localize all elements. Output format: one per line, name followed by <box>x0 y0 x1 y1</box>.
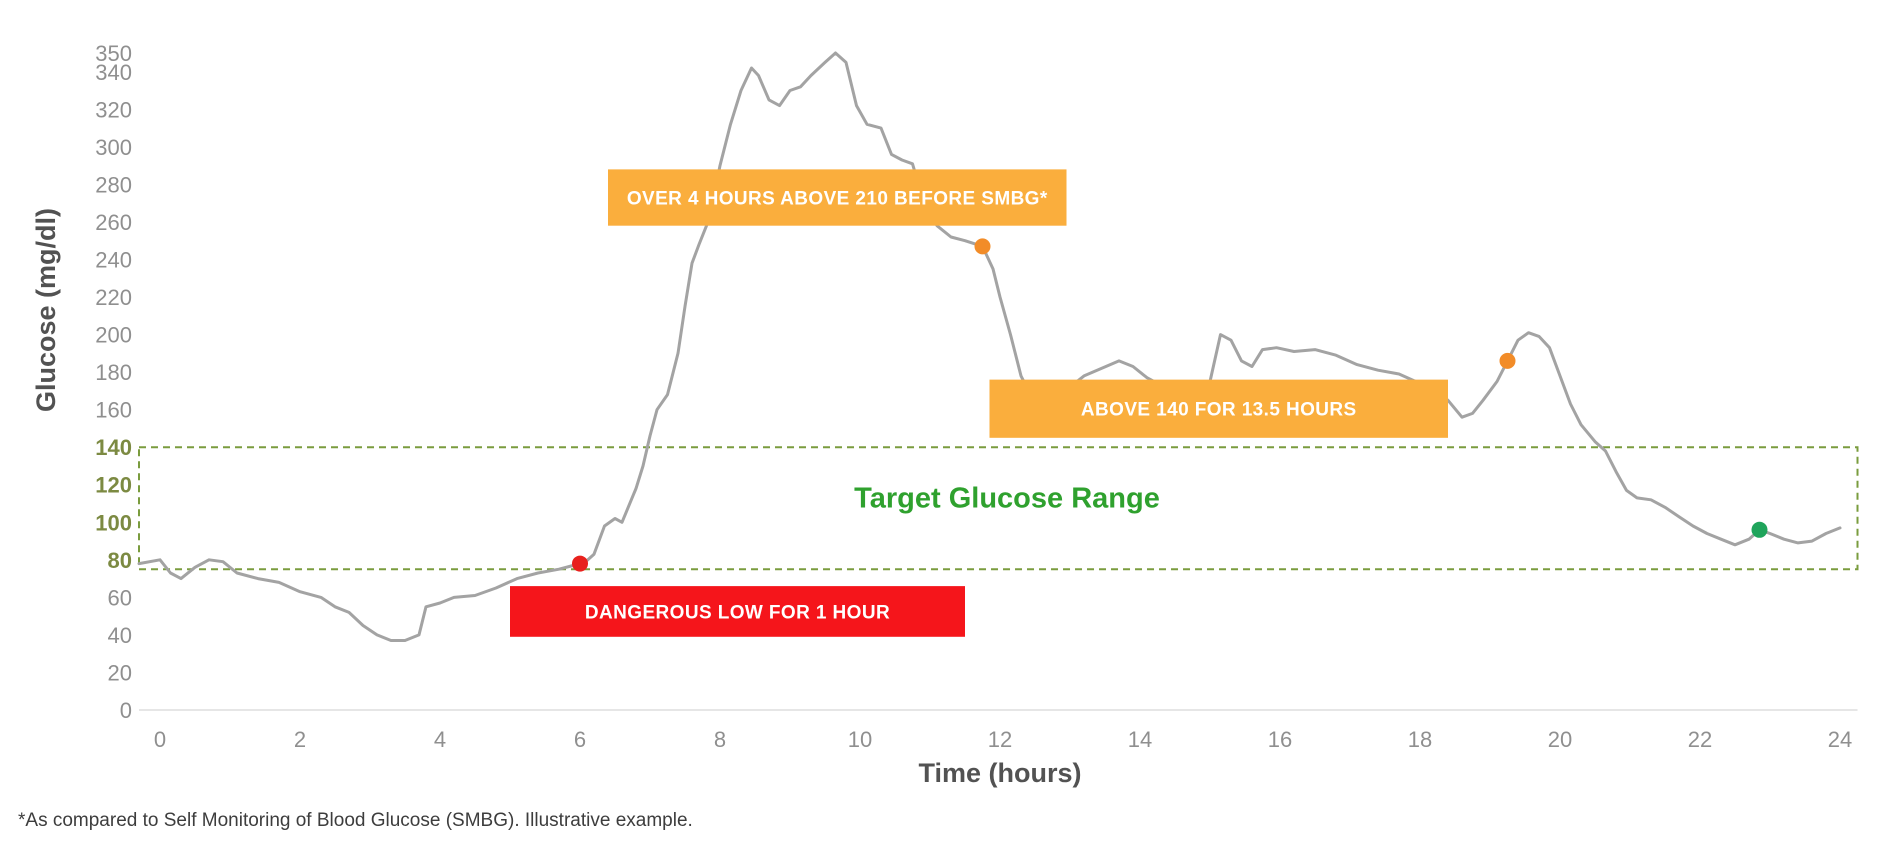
annotation-dangerous-low-label: DANGEROUS LOW FOR 1 HOUR <box>585 602 890 623</box>
y-tick-label: 300 <box>95 135 132 160</box>
x-tick-label: 0 <box>154 727 166 752</box>
y-tick-label: 60 <box>108 585 132 610</box>
footnote: *As compared to Self Monitoring of Blood… <box>18 810 693 831</box>
glucose-trace-line <box>137 51 1842 642</box>
x-tick-label: 18 <box>1408 727 1432 752</box>
y-tick-label: 100 <box>95 510 132 535</box>
y-tick-label: 40 <box>108 623 132 648</box>
x-tick-label: 8 <box>714 727 726 752</box>
y-tick-label: 140 <box>95 435 132 460</box>
y-tick-label: 220 <box>95 285 132 310</box>
y-tick-label: 180 <box>95 360 132 385</box>
x-tick-label: 20 <box>1548 727 1572 752</box>
x-tick-label: 10 <box>848 727 872 752</box>
y-tick-label: 280 <box>95 172 132 197</box>
x-tick-label: 6 <box>574 727 586 752</box>
smbg-reading-low-dot <box>572 555 588 572</box>
x-tick-label: 24 <box>1828 727 1852 752</box>
chart-plot-area: 0204060801001201401601802002202402602803… <box>95 41 1859 752</box>
smbg-reading-in-range-dot <box>1751 521 1768 538</box>
x-axis-title: Time (hours) <box>918 758 1081 788</box>
y-tick-label: 260 <box>95 210 132 235</box>
y-tick-label: 120 <box>95 473 132 498</box>
y-tick-label: 320 <box>95 97 132 122</box>
annotation-above-210-label: OVER 4 HOURS ABOVE 210 BEFORE SMBG* <box>627 189 1048 210</box>
target-range-box <box>138 446 1859 571</box>
glucose-line-chart: 0204060801001201401601802002202402602803… <box>31 41 1859 788</box>
x-tick-label: 14 <box>1128 727 1152 752</box>
x-tick-label: 4 <box>434 727 446 752</box>
x-tick-label: 22 <box>1688 727 1712 752</box>
target-range-label: Target Glucose Range <box>854 482 1160 514</box>
x-tick-label: 16 <box>1268 727 1292 752</box>
y-tick-label: 160 <box>95 398 132 423</box>
x-tick-label: 2 <box>294 727 306 752</box>
smbg-reading-high-1-dot <box>974 238 991 255</box>
annotation-above-210 <box>608 169 1067 226</box>
y-axis-title: Glucose (mg/dl) <box>31 208 61 412</box>
y-tick-label: 240 <box>95 247 132 272</box>
y-tick-label: 80 <box>108 548 132 573</box>
smbg-reading-high-2-dot <box>1499 352 1516 369</box>
y-tick-label: 20 <box>108 660 132 685</box>
y-tick-label: 0 <box>120 698 132 723</box>
annotation-dangerous-low <box>510 586 965 637</box>
annotation-above-140 <box>989 379 1448 438</box>
y-tick-label: 340 <box>95 60 132 85</box>
annotation-above-140-label: ABOVE 140 FOR 13.5 HOURS <box>1081 400 1357 421</box>
x-tick-label: 12 <box>988 727 1012 752</box>
y-tick-label: 350 <box>95 41 132 66</box>
y-tick-label: 200 <box>95 323 132 348</box>
